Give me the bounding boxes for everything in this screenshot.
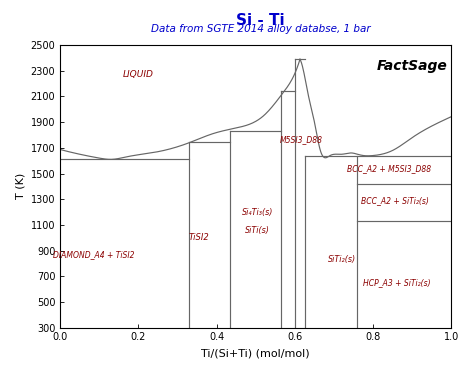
Text: TiSI2: TiSI2 [189,233,210,242]
Text: LIQUID: LIQUID [123,70,154,79]
Text: HCP_A3 + SiTi₂(s): HCP_A3 + SiTi₂(s) [363,278,430,287]
Text: Si - Ti: Si - Ti [237,13,285,28]
Text: Data from SGTE 2014 alloy databse, 1 bar: Data from SGTE 2014 alloy databse, 1 bar [151,24,371,34]
Text: BCC_A2 + SiTi₂(s): BCC_A2 + SiTi₂(s) [361,196,428,205]
Text: SiTi₂(s): SiTi₂(s) [328,255,356,264]
Text: FactSage: FactSage [377,59,447,73]
Text: DIAMOND_A4 + TiSI2: DIAMOND_A4 + TiSI2 [53,250,134,259]
Text: M5SI3_D88: M5SI3_D88 [280,136,323,145]
X-axis label: Ti/(Si+Ti) (mol/mol): Ti/(Si+Ti) (mol/mol) [201,348,310,358]
Text: SiTi(s): SiTi(s) [245,226,270,235]
Y-axis label: T (K): T (K) [15,173,25,200]
Text: BCC_A2 + M5SI3_D88: BCC_A2 + M5SI3_D88 [346,164,431,173]
Text: Si₄Ti₃(s): Si₄Ti₃(s) [242,207,273,216]
